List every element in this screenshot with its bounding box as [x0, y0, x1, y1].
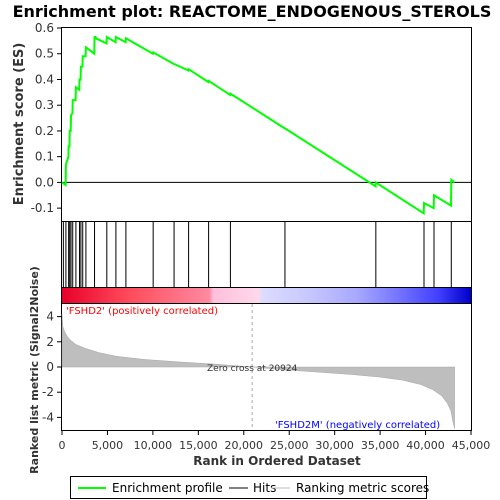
- metric-xtick-label: 10,000: [134, 439, 173, 452]
- metric-y-axis: -4 -2 0 2 4: [42, 310, 62, 424]
- metric-ytick-label: 4: [46, 310, 54, 324]
- es-ylabel: Enrichment score (ES): [12, 43, 27, 206]
- es-ytick-label: 0.4: [35, 72, 54, 86]
- metric-xtick-label: 0: [59, 439, 66, 452]
- es-ytick-label: 0.5: [35, 47, 54, 61]
- metric-xtick-label: 5,000: [92, 439, 124, 452]
- legend-enrichment-label: Enrichment profile: [112, 481, 223, 495]
- positive-correlation-label: 'FSHD2' (positively correlated): [66, 306, 218, 317]
- legend-frame: [70, 476, 427, 499]
- metric-ytick-label: -2: [42, 385, 54, 399]
- metric-ytick-label: 0: [46, 360, 54, 374]
- metric-xtick-label: 35,000: [361, 439, 400, 452]
- es-ytick-label: 0.3: [35, 98, 54, 112]
- metric-xtick-label: 25,000: [270, 439, 309, 452]
- metric-x-axis: 0 5,000 10,000 15,000 20,000 25,000 30,000 35,0…: [59, 430, 491, 452]
- es-line-group: [61, 35, 456, 216]
- es-y-axis: -0.1 0.0 0.1 0.2 0.3 0.4 0.5 0.6: [31, 21, 62, 215]
- legend-hits-label: Hits: [253, 481, 276, 495]
- enrichment-profile-line: [61, 35, 456, 216]
- hits-panel: [61, 221, 472, 288]
- es-ytick-label: 0.2: [35, 124, 54, 138]
- es-plot-area: [61, 27, 472, 222]
- rank-color-gradient: [62, 287, 471, 304]
- es-panel: -0.1 0.0 0.1 0.2 0.3 0.4 0.5 0.6 Enrichment sco…: [12, 21, 472, 222]
- metric-ytick-label: 2: [46, 335, 54, 349]
- legend: Enrichment profile Hits Ranking metric s…: [70, 476, 429, 499]
- metric-xtick-label: 15,000: [179, 439, 218, 452]
- chart-title: Enrichment plot: REACTOME_ENDOGENOUS_STE…: [13, 2, 492, 21]
- rank-color-bar: [61, 287, 472, 304]
- hits-group: [62, 222, 452, 287]
- ranking-metric-area: [61, 314, 455, 429]
- metric-xtick-label: 30,000: [315, 439, 354, 452]
- metric-ylabel: Ranked list metric (Signal2Noise): [28, 266, 41, 474]
- es-ytick-label: -0.1: [31, 201, 54, 215]
- metric-xtick-label: 20,000: [225, 439, 264, 452]
- negative-correlation-label: 'FSHD2M' (negatively correlated): [275, 420, 440, 431]
- metric-panel: Zero cross at 20924 'FSHD2' (positively …: [28, 266, 490, 474]
- es-ytick-label: 0.0: [35, 175, 54, 189]
- zero-cross-label: Zero cross at 20924: [207, 364, 298, 374]
- metric-xtick-label: 40,000: [406, 439, 445, 452]
- es-ytick-label: 0.6: [35, 21, 54, 35]
- hits-plot-area: [61, 221, 472, 288]
- metric-ytick-label: -4: [42, 410, 54, 424]
- es-ytick-label: 0.1: [35, 150, 54, 164]
- metric-xlabel: Rank in Ordered Dataset: [193, 454, 361, 468]
- metric-xtick-label: 45,000: [452, 439, 491, 452]
- legend-metric-label: Ranking metric scores: [296, 481, 429, 495]
